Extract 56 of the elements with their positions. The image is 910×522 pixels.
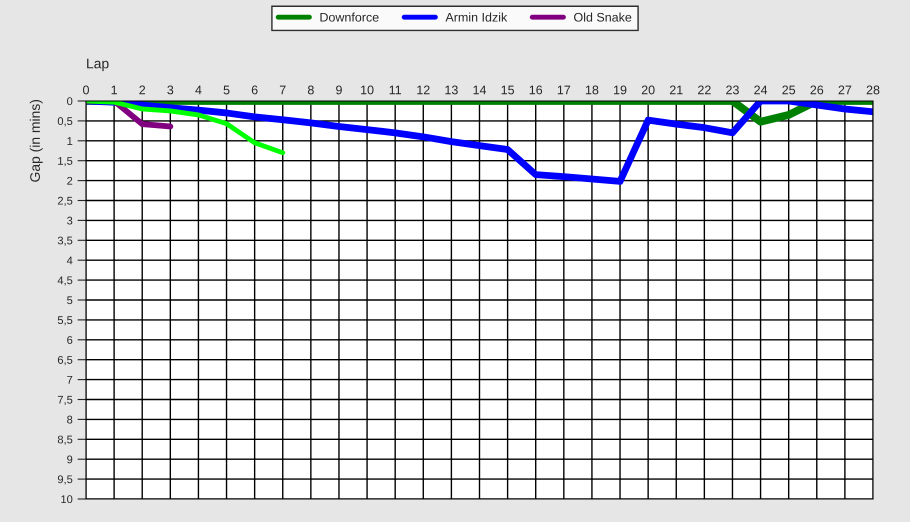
x-tick-label: 5 [224, 86, 230, 94]
x-tick-label: 23 [726, 86, 739, 94]
x-tick-label: 11 [390, 86, 402, 94]
y-tick-label: 8 [67, 416, 72, 424]
line-series [86, 101, 286, 156]
x-tick-label: 6 [252, 86, 258, 94]
x-tick-label: 12 [417, 86, 430, 94]
y-tick-label: 4 [66, 256, 72, 264]
y-tick-label: 8,5 [58, 436, 72, 445]
x-tick-label: 0 [83, 86, 89, 94]
y-tick-label: 0,5 [58, 117, 72, 126]
y-axis-title: Gap (in mins) [30, 100, 43, 182]
x-tick-label: 14 [474, 86, 486, 94]
x-tick-label: 4 [195, 86, 202, 94]
x-tick-label: 17 [558, 86, 570, 94]
x-tick-label: 27 [838, 86, 852, 94]
y-tick-label: 2,5 [58, 196, 72, 206]
x-tick-label: 13 [445, 86, 458, 94]
x-tick-label: 8 [308, 86, 314, 94]
y-tick-label: 0 [67, 97, 72, 106]
y-tick-label: 5 [67, 296, 72, 304]
legend-label: Old Snake [574, 12, 632, 22]
x-axis-title: Lap [87, 58, 109, 72]
x-tick-label: 16 [530, 86, 542, 94]
x-tick-label: 26 [810, 86, 824, 94]
y-tick-label: 1,5 [58, 157, 72, 166]
x-tick-label: 3 [167, 86, 174, 94]
x-tick-label: 21 [670, 86, 683, 94]
x-tick-label: 15 [502, 86, 514, 94]
legend-label: Armin Idzik [445, 12, 508, 22]
x-tick-label: 2 [139, 86, 146, 94]
y-tick-label: 6 [67, 336, 72, 344]
x-tick-label: 1 [112, 86, 117, 94]
y-tick-label: 9,5 [58, 475, 72, 485]
legend-label: Downforce [320, 12, 379, 22]
y-tick-label: 7,5 [58, 396, 72, 405]
x-tick-label: 22 [698, 86, 711, 94]
x-tick-label: 18 [586, 86, 598, 94]
y-tick-label: 1 [67, 137, 72, 145]
y-tick-label: 7 [67, 376, 72, 384]
x-tick-label: 24 [754, 86, 768, 94]
y-tick-label: 4,5 [58, 276, 72, 286]
y-tick-label: 6,5 [58, 356, 72, 366]
y-tick-label: 5,5 [58, 316, 72, 326]
x-tick-label: 28 [866, 86, 880, 94]
y-tick-label: 3,5 [58, 236, 72, 246]
x-tick-label: 7 [280, 86, 286, 94]
y-tick-label: 10 [61, 495, 72, 504]
x-tick-label: 9 [336, 86, 342, 94]
y-tick-label: 2 [67, 176, 72, 185]
x-tick-label: 10 [361, 86, 374, 94]
y-tick-label: 9 [67, 455, 72, 464]
x-tick-label: 20 [642, 86, 655, 94]
x-tick-label: 19 [614, 86, 626, 94]
x-tick-label: 25 [782, 86, 796, 94]
y-tick-label: 3 [67, 216, 72, 225]
